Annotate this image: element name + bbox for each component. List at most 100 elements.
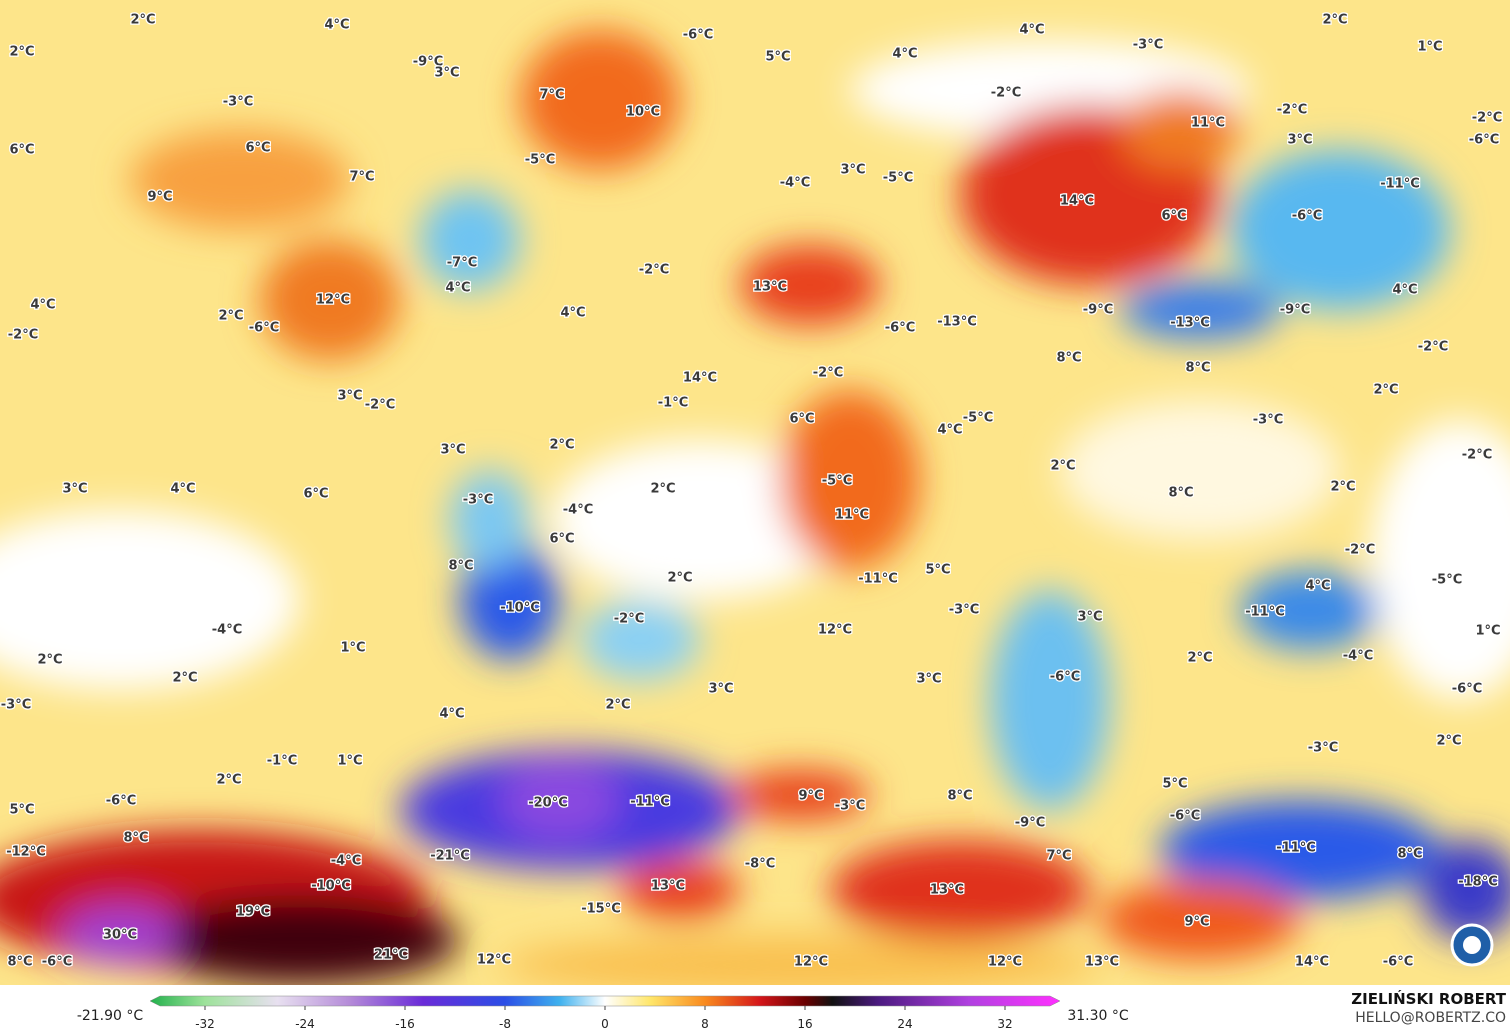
temp-label: 8°C (7, 955, 32, 970)
temp-label: 2°C (1436, 734, 1461, 749)
temp-label: -9°C (1015, 816, 1045, 831)
temp-label: 10°C (626, 105, 660, 120)
temp-label: 3°C (708, 682, 733, 697)
temp-label: 12°C (794, 955, 828, 970)
temp-label: -6°C (1050, 670, 1080, 685)
temp-label: -3°C (1, 698, 31, 713)
temp-label: -18°C (1458, 875, 1498, 890)
temp-label: 8°C (1397, 847, 1422, 862)
temp-label: -2°C (639, 263, 669, 278)
temp-label: 2°C (9, 45, 34, 60)
temp-label: 6°C (245, 141, 270, 156)
colorbar-tick-label: 16 (797, 1017, 812, 1031)
temp-label: 12°C (477, 953, 511, 968)
temp-label: 4°C (560, 306, 585, 321)
temp-label: -6°C (1469, 133, 1499, 148)
temp-label: -2°C (1418, 340, 1448, 355)
temp-label: -3°C (1308, 741, 1338, 756)
colorbar-tick-label: -24 (295, 1017, 315, 1031)
temp-label: -2°C (1462, 448, 1492, 463)
temp-label: -3°C (223, 95, 253, 110)
temp-label: -3°C (1133, 38, 1163, 53)
temp-label: -20°C (528, 796, 568, 811)
temp-label: 9°C (798, 789, 823, 804)
temp-label: -3°C (949, 603, 979, 618)
temp-label: 5°C (1162, 777, 1187, 792)
temp-label: -2°C (991, 86, 1021, 101)
temp-label: 2°C (667, 571, 692, 586)
temp-label: -6°C (1452, 682, 1482, 697)
author: ZIELIŃSKI ROBERT (1351, 989, 1506, 1008)
temp-label: 13°C (651, 879, 685, 894)
temp-label: 2°C (650, 482, 675, 497)
temp-label: 9°C (147, 190, 172, 205)
colorbar-tick-label: -16 (395, 1017, 415, 1031)
temp-label: -11°C (1276, 841, 1316, 856)
temp-label: 1°C (1417, 40, 1442, 55)
temp-label: 4°C (937, 423, 962, 438)
logo (1450, 923, 1494, 967)
temp-label: 6°C (1161, 209, 1186, 224)
temp-label: -6°C (1383, 955, 1413, 970)
temp-label: 8°C (1185, 361, 1210, 376)
temp-label: 8°C (947, 789, 972, 804)
temp-label: -9°C (1083, 303, 1113, 318)
temp-label: -10°C (500, 601, 540, 616)
temp-label: -6°C (249, 321, 279, 336)
temp-label: -6°C (1292, 209, 1322, 224)
colorbar-tick-label: -32 (195, 1017, 215, 1031)
temp-label: 14°C (683, 371, 717, 386)
temp-label: 2°C (172, 671, 197, 686)
colorbar-max: 31.30 °C (1067, 1008, 1129, 1024)
temp-label: 6°C (9, 143, 34, 158)
temp-label: -11°C (630, 795, 670, 810)
temp-label: 13°C (1085, 955, 1119, 970)
temp-label: 21°C (374, 948, 408, 963)
temp-label: 3°C (1287, 133, 1312, 148)
temp-label: -5°C (963, 411, 993, 426)
temp-label: 8°C (123, 831, 148, 846)
temp-label: 12°C (988, 955, 1022, 970)
temp-label: 4°C (439, 707, 464, 722)
temp-label: 2°C (218, 309, 243, 324)
temp-label: 2°C (130, 13, 155, 28)
temp-label: 2°C (605, 698, 630, 713)
colorbar-ticks: -32 -24 -16 -8 0 8 16 24 32 (195, 1006, 1013, 1031)
temp-label: -11°C (1245, 605, 1285, 620)
temp-label: 12°C (316, 293, 350, 308)
temp-label: -8°C (745, 857, 775, 872)
temp-label: -2°C (365, 398, 395, 413)
temp-label: -1°C (658, 396, 688, 411)
temp-label: -6°C (106, 794, 136, 809)
temp-label: 4°C (1019, 23, 1044, 38)
temp-label: 4°C (892, 47, 917, 62)
colorbar-tick-label: 8 (701, 1017, 709, 1031)
temp-label: -4°C (780, 176, 810, 191)
temp-label: 2°C (1373, 383, 1398, 398)
temp-label: 2°C (216, 773, 241, 788)
temp-label: 3°C (62, 482, 87, 497)
temp-label: -9°C (1280, 303, 1310, 318)
temp-label: 14°C (1295, 955, 1329, 970)
colorbar-tick-label: -8 (499, 1017, 511, 1031)
colorbar-tick-label: 0 (601, 1017, 609, 1031)
temp-label: 3°C (1077, 610, 1102, 625)
temp-label: -4°C (212, 623, 242, 638)
temp-label: -1°C (267, 754, 297, 769)
temp-label: 11°C (1191, 116, 1225, 131)
temp-label: 9°C (1184, 915, 1209, 930)
colorbar-min: -21.90 °C (77, 1008, 144, 1024)
temp-label: -10°C (311, 879, 351, 894)
temp-label: 6°C (303, 487, 328, 502)
temp-label: -13°C (1170, 316, 1210, 331)
colorbar (149, 995, 1061, 1007)
temp-label: -6°C (683, 28, 713, 43)
temp-label: -5°C (883, 171, 913, 186)
temp-label: 2°C (1330, 480, 1355, 495)
colorbar-tick-label: 24 (897, 1017, 912, 1031)
temp-label: 6°C (789, 412, 814, 427)
colorbar-tick-label: 32 (997, 1017, 1012, 1031)
temp-label: -5°C (525, 153, 555, 168)
temp-label: 1°C (337, 754, 362, 769)
